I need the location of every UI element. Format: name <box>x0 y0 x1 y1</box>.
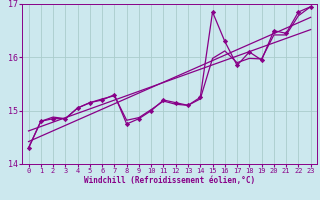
X-axis label: Windchill (Refroidissement éolien,°C): Windchill (Refroidissement éolien,°C) <box>84 176 255 185</box>
